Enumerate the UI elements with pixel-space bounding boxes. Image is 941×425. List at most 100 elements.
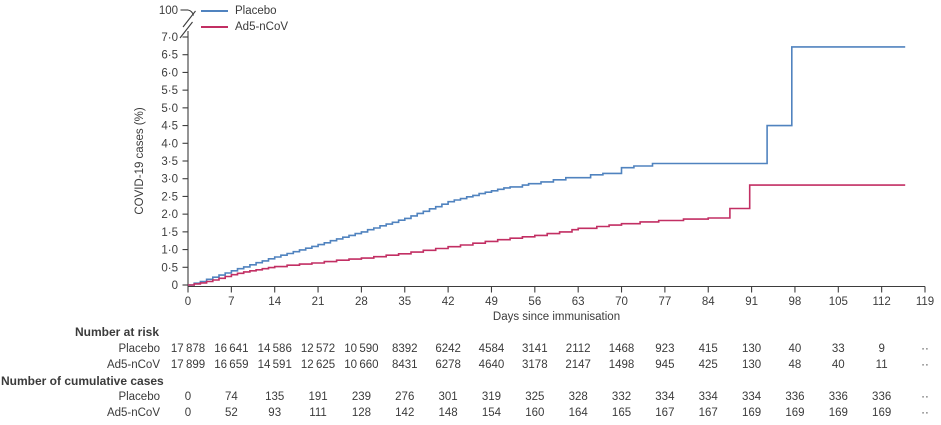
curve-ad5-ncov <box>188 184 906 286</box>
x-tick-label: 21 <box>312 296 325 308</box>
at-risk-placebo-cell: 1468 <box>608 343 635 355</box>
at-risk-ad5-ncov-cell: 3178 <box>522 359 548 371</box>
number-at-risk-header: Number at risk <box>75 325 160 339</box>
legend-label-ad5-ncov: Ad5-nCoV <box>235 21 289 33</box>
cumulative-ad5-ncov-cell: 167 <box>698 407 718 419</box>
y-tick-label: 6·0 <box>161 67 178 79</box>
cumulative-ad5-ncov-cell: 93 <box>268 407 282 419</box>
y-tick-label: 1·5 <box>161 227 178 239</box>
y-tick-label: 1·0 <box>161 245 178 257</box>
at-risk-ad5-ncov-cell: 8431 <box>391 359 418 371</box>
y-tick-label: 5·5 <box>161 85 178 97</box>
at-risk-ad5-ncov-cell: 40 <box>831 359 845 371</box>
at-risk-row-label-placebo: Placebo <box>118 343 160 355</box>
cumulative-placebo-cell: 336 <box>872 391 892 403</box>
y-axis-title: COVID-19 cases (%) <box>134 107 146 215</box>
at-risk-placebo-cell: 33 <box>831 343 845 355</box>
cumulative-ad5-ncov-cell: 165 <box>611 407 632 419</box>
at-risk-ad5-ncov-cell: 2147 <box>565 359 591 371</box>
y-tick-label: 2·5 <box>161 191 178 203</box>
at-risk-ad5-ncov-cell: 945 <box>655 359 675 371</box>
at-risk-placebo-cell: 2112 <box>565 343 591 355</box>
cumulative-placebo-cell: 336 <box>828 391 848 403</box>
y-tick-label: 2·0 <box>161 209 178 221</box>
x-tick-label: 112 <box>872 296 890 308</box>
at-risk-placebo-cell: 8392 <box>391 343 418 355</box>
at-risk-placebo-cell: 12 572 <box>300 343 336 355</box>
x-axis-title: Days since immunisation <box>492 311 621 323</box>
cumulative-ad5-ncov-cell: 142 <box>395 407 415 419</box>
x-tick-label: 7 <box>228 296 234 308</box>
cumulative-ad5-ncov-cell: 169 <box>741 407 762 419</box>
at-risk-ad5-ncov-cell: 4640 <box>478 359 505 371</box>
cumulative-ad5-ncov-cell: 52 <box>224 407 238 419</box>
cumulative-placebo-cell: 0 <box>184 391 192 403</box>
cumulative-placebo-cell: 191 <box>308 391 328 403</box>
at-risk-placebo-cell: 4584 <box>478 343 505 355</box>
at-risk-ad5-ncov-cell: 10 660 <box>344 359 379 371</box>
cumulative-placebo-cell: 276 <box>395 391 415 403</box>
y-tick-label: 3·0 <box>161 174 178 186</box>
ad5-ncov-line-swatch <box>201 25 228 29</box>
cumulative-placebo-cell: 334 <box>741 391 762 403</box>
placebo-line-swatch <box>201 9 228 13</box>
cumulative-ad5-ncov-cell: 164 <box>568 407 588 419</box>
x-tick-label: 35 <box>398 296 411 308</box>
at-risk-placebo-cell: 923 <box>655 343 675 355</box>
legend: Placebo Ad5-nCoV <box>201 3 288 35</box>
x-tick-label: 0 <box>185 296 191 308</box>
cumulative-placebo-cell: 74 <box>224 391 238 403</box>
legend-item-ad5-ncov: Ad5-nCoV <box>201 19 288 35</box>
at-risk-placebo-cell: 40 <box>788 343 802 355</box>
cumulative-placebo-cell: 135 <box>265 391 285 403</box>
cumulative-ad5-ncov-cell: 169 <box>785 407 805 419</box>
at-risk-placebo-cell: 10 590 <box>344 343 379 355</box>
y-tick-label: 7·0 <box>161 32 178 44</box>
cumulative-ad5-ncov-cell: 169 <box>828 407 848 419</box>
cumulative-ad5-ncov-cell: ·· <box>921 407 929 419</box>
curve-placebo <box>188 46 906 286</box>
cumulative-row-label-ad5-ncov: Ad5-nCoV <box>106 407 160 419</box>
cumulative-placebo-cell: 325 <box>525 391 545 403</box>
y-tick-label: 3·5 <box>161 156 178 168</box>
x-tick-label: 77 <box>658 296 671 308</box>
cumulative-placebo-cell: 328 <box>568 391 588 403</box>
cumulative-placebo-cell: 239 <box>351 391 371 403</box>
at-risk-placebo-cell: 14 586 <box>257 343 292 355</box>
cumulative-ad5-ncov-cell: 128 <box>351 407 371 419</box>
x-tick-label: 28 <box>355 296 368 308</box>
x-tick-label: 56 <box>528 296 541 308</box>
at-risk-row-label-ad5-ncov: Ad5-nCoV <box>106 359 160 371</box>
at-risk-ad5-ncov-cell: 130 <box>741 359 762 371</box>
cumulative-placebo-cell: ·· <box>921 391 929 403</box>
y-tick-label: 6·5 <box>161 50 178 62</box>
at-risk-ad5-ncov-cell: 16 659 <box>214 359 249 371</box>
cumulative-placebo-cell: 301 <box>438 391 458 403</box>
x-tick-label: 70 <box>615 296 628 308</box>
y-tick-label-100: 100 <box>159 5 178 17</box>
x-tick-label: 105 <box>829 296 848 308</box>
cumulative-ad5-ncov-cell: 148 <box>438 407 458 419</box>
cumulative-placebo-cell: 334 <box>655 391 675 403</box>
axis-break-hook <box>187 9 195 16</box>
axis-break-slash-upper <box>182 10 196 28</box>
y-tick-label: 4·5 <box>161 121 178 133</box>
at-risk-ad5-ncov-cell: 48 <box>788 359 802 371</box>
cumulative-row-label-placebo: Placebo <box>118 391 160 403</box>
at-risk-ad5-ncov-cell: 11 <box>875 359 888 371</box>
at-risk-ad5-ncov-cell: 14 591 <box>257 359 292 371</box>
legend-item-placebo: Placebo <box>201 3 288 19</box>
x-tick-label: 42 <box>442 296 455 308</box>
at-risk-ad5-ncov-cell: ·· <box>921 359 929 371</box>
at-risk-ad5-ncov-cell: 17 899 <box>170 359 206 371</box>
y-tick-label: 0·5 <box>161 262 178 274</box>
x-tick-label: 49 <box>485 296 498 308</box>
x-tick-label: 14 <box>268 296 281 308</box>
axis-break-slash-lower <box>179 21 193 39</box>
x-tick-label: 91 <box>745 296 758 308</box>
at-risk-placebo-cell: 6242 <box>435 343 461 355</box>
x-tick-label: 63 <box>572 296 585 308</box>
cumulative-ad5-ncov-cell: 169 <box>872 407 892 419</box>
at-risk-ad5-ncov-cell: 1498 <box>608 359 635 371</box>
